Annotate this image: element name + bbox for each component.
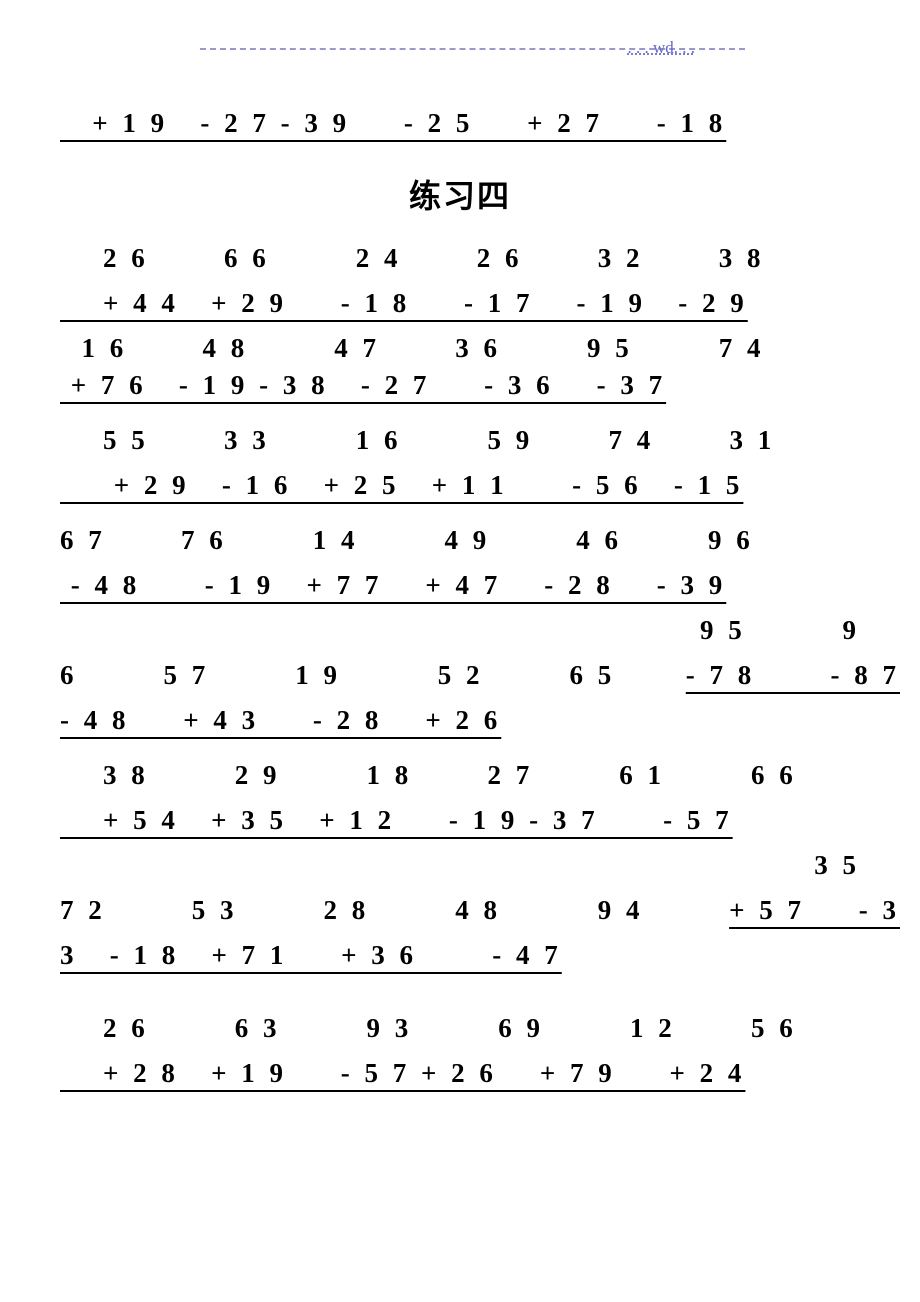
math-row: 6 7 7 6 1 4 4 9 4 6 9 6	[60, 527, 860, 554]
math-row: 6 5 7 1 9 5 2 6 5	[60, 660, 615, 690]
math-row: 2 6 6 6 2 4 2 6 3 2 3 8	[60, 245, 860, 272]
math-row: + 2 8 + 1 9 - 5 7 + 2 6 + 7 9 + 2 4	[60, 1060, 860, 1087]
document-content: + 1 9 - 2 7 - 3 9 - 2 5 + 2 7 - 1 8 练习四 …	[0, 110, 920, 1087]
math-row: 2 6 6 3 9 3 6 9 1 2 5 6	[60, 1015, 860, 1042]
math-row: + 1 9 - 2 7 - 3 9 - 2 5 + 2 7 - 1 8	[60, 110, 860, 137]
math-row: + 7 6 - 1 9 - 3 8 - 2 7 - 3 6 - 3 7	[60, 372, 860, 399]
math-row-right: - 7 8 - 8 7	[686, 662, 900, 689]
math-row-right: 9 5 9	[60, 617, 860, 644]
math-row: - 4 8 - 1 9 + 7 7 + 4 7 - 2 8 - 3 9	[60, 572, 860, 599]
math-row: - 4 8 + 4 3 - 2 8 + 2 6	[60, 707, 860, 734]
math-row-right: + 5 7 - 3	[729, 897, 900, 924]
math-row-right: 3 5	[60, 852, 860, 879]
math-row: + 5 4 + 3 5 + 1 2 - 1 9 - 3 7 - 5 7	[60, 807, 860, 834]
page-header: . . . wd. . .	[200, 48, 745, 50]
math-row: 3 - 1 8 + 7 1 + 3 6 - 4 7	[60, 942, 860, 969]
math-row: 5 5 3 3 1 6 5 9 7 4 3 1	[60, 427, 860, 454]
math-row: 7 2 5 3 2 8 4 8 9 4	[60, 895, 644, 925]
math-row: + 2 9 - 1 6 + 2 5 + 1 1 - 5 6 - 1 5	[60, 472, 860, 499]
header-wd-text: . . . wd. . .	[627, 38, 695, 58]
math-row: + 4 4 + 2 9 - 1 8 - 1 7 - 1 9 - 2 9	[60, 290, 860, 317]
section-title: 练习四	[60, 171, 860, 217]
math-row: 3 8 2 9 1 8 2 7 6 1 6 6	[60, 762, 860, 789]
math-row: 1 6 4 8 4 7 3 6 9 5 7 4	[60, 335, 860, 362]
